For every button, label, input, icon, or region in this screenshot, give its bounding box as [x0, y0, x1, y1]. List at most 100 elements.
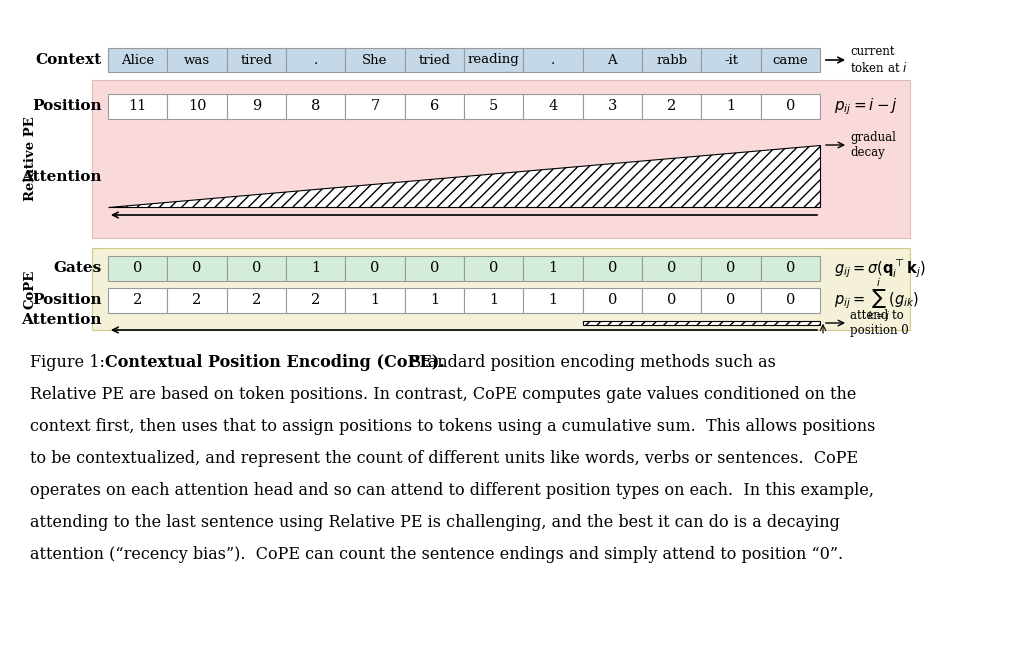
- Text: Attention: Attention: [22, 170, 102, 184]
- Bar: [108, 94, 167, 119]
- Bar: [642, 94, 701, 119]
- Text: 0: 0: [607, 294, 617, 308]
- Text: 5: 5: [489, 99, 499, 114]
- Text: 0: 0: [193, 261, 202, 276]
- Text: 0: 0: [371, 261, 380, 276]
- Bar: [761, 48, 820, 72]
- Text: 1: 1: [430, 294, 439, 308]
- Text: 1: 1: [726, 99, 735, 114]
- Text: $p_{ij} = \sum_{k=j}^{i}(g_{ik})$: $p_{ij} = \sum_{k=j}^{i}(g_{ik})$: [834, 277, 920, 324]
- Bar: [167, 256, 226, 281]
- Bar: [404, 256, 464, 281]
- Bar: [701, 288, 761, 313]
- Bar: [464, 48, 523, 72]
- Text: 10: 10: [187, 99, 206, 114]
- Text: 0: 0: [252, 261, 261, 276]
- Text: gradual
decay: gradual decay: [850, 131, 896, 159]
- Text: She: She: [362, 54, 388, 67]
- Text: context first, then uses that to assign positions to tokens using a cumulative s: context first, then uses that to assign …: [30, 418, 876, 435]
- Bar: [464, 94, 523, 119]
- Bar: [701, 94, 761, 119]
- Text: Relative PE are based on token positions. In contrast, CoPE computes gate values: Relative PE are based on token positions…: [30, 386, 856, 403]
- Bar: [642, 288, 701, 313]
- Bar: [345, 48, 404, 72]
- Bar: [345, 288, 404, 313]
- Text: $g_{ij} = \sigma(\mathbf{q}_i^\top \mathbf{k}_j)$: $g_{ij} = \sigma(\mathbf{q}_i^\top \math…: [834, 257, 926, 280]
- Text: $p_{ij} = i - j$: $p_{ij} = i - j$: [834, 96, 898, 117]
- Text: 0: 0: [785, 294, 795, 308]
- Bar: [523, 256, 583, 281]
- Text: 0: 0: [607, 261, 617, 276]
- Text: 0: 0: [430, 261, 439, 276]
- Bar: [286, 288, 345, 313]
- Text: 3: 3: [607, 99, 617, 114]
- Bar: [642, 256, 701, 281]
- Text: 0: 0: [785, 261, 795, 276]
- Text: 2: 2: [133, 294, 142, 308]
- Bar: [583, 256, 642, 281]
- Bar: [226, 288, 286, 313]
- Text: 0: 0: [489, 261, 499, 276]
- Bar: [286, 256, 345, 281]
- Bar: [167, 288, 226, 313]
- Text: 4: 4: [549, 99, 558, 114]
- Text: rabb: rabb: [656, 54, 687, 67]
- Bar: [167, 94, 226, 119]
- Bar: [226, 48, 286, 72]
- Bar: [226, 94, 286, 119]
- Bar: [404, 94, 464, 119]
- Bar: [92, 80, 910, 238]
- Bar: [701, 48, 761, 72]
- Bar: [108, 48, 167, 72]
- Text: Contextual Position Encoding (CoPE).: Contextual Position Encoding (CoPE).: [105, 354, 444, 371]
- Bar: [345, 256, 404, 281]
- Text: Standard position encoding methods such as: Standard position encoding methods such …: [400, 354, 776, 371]
- Text: to be contextualized, and represent the count of different units like words, ver: to be contextualized, and represent the …: [30, 450, 858, 467]
- Text: 7: 7: [371, 99, 380, 114]
- Bar: [583, 288, 642, 313]
- Text: Gates: Gates: [53, 261, 102, 276]
- Text: current
token at $i$: current token at $i$: [850, 46, 908, 75]
- Bar: [583, 94, 642, 119]
- Text: 8: 8: [311, 99, 321, 114]
- Text: 0: 0: [133, 261, 142, 276]
- Bar: [523, 48, 583, 72]
- Bar: [761, 256, 820, 281]
- Text: 1: 1: [489, 294, 499, 308]
- Text: 2: 2: [252, 294, 261, 308]
- Bar: [701, 256, 761, 281]
- Bar: [167, 48, 226, 72]
- Text: Position: Position: [33, 99, 102, 114]
- Text: Position: Position: [33, 294, 102, 308]
- Text: 2: 2: [193, 294, 202, 308]
- Bar: [761, 288, 820, 313]
- Text: tried: tried: [419, 54, 451, 67]
- Text: tired: tired: [241, 54, 272, 67]
- Text: .: .: [313, 54, 317, 67]
- Text: CoPE: CoPE: [24, 269, 37, 308]
- Text: 1: 1: [549, 294, 557, 308]
- Bar: [404, 48, 464, 72]
- Text: 2: 2: [311, 294, 321, 308]
- Text: 0: 0: [667, 261, 677, 276]
- Text: 11: 11: [129, 99, 146, 114]
- Text: was: was: [184, 54, 210, 67]
- Text: Figure 1:: Figure 1:: [30, 354, 115, 371]
- Text: Relative PE: Relative PE: [24, 117, 37, 202]
- Bar: [523, 94, 583, 119]
- Text: attending to the last sentence using Relative PE is challenging, and the best it: attending to the last sentence using Rel…: [30, 514, 840, 531]
- Text: -it: -it: [724, 54, 738, 67]
- Bar: [286, 48, 345, 72]
- Bar: [583, 321, 820, 325]
- Text: Attention: Attention: [22, 312, 102, 327]
- Bar: [642, 48, 701, 72]
- Text: 0: 0: [726, 261, 735, 276]
- Text: 1: 1: [311, 261, 321, 276]
- Text: came: came: [772, 54, 808, 67]
- Bar: [92, 248, 910, 330]
- Bar: [226, 256, 286, 281]
- Bar: [108, 288, 167, 313]
- Text: operates on each attention head and so can attend to different position types on: operates on each attention head and so c…: [30, 482, 874, 499]
- Text: attention (“recency bias”).  CoPE can count the sentence endings and simply atte: attention (“recency bias”). CoPE can cou…: [30, 546, 843, 563]
- Bar: [345, 94, 404, 119]
